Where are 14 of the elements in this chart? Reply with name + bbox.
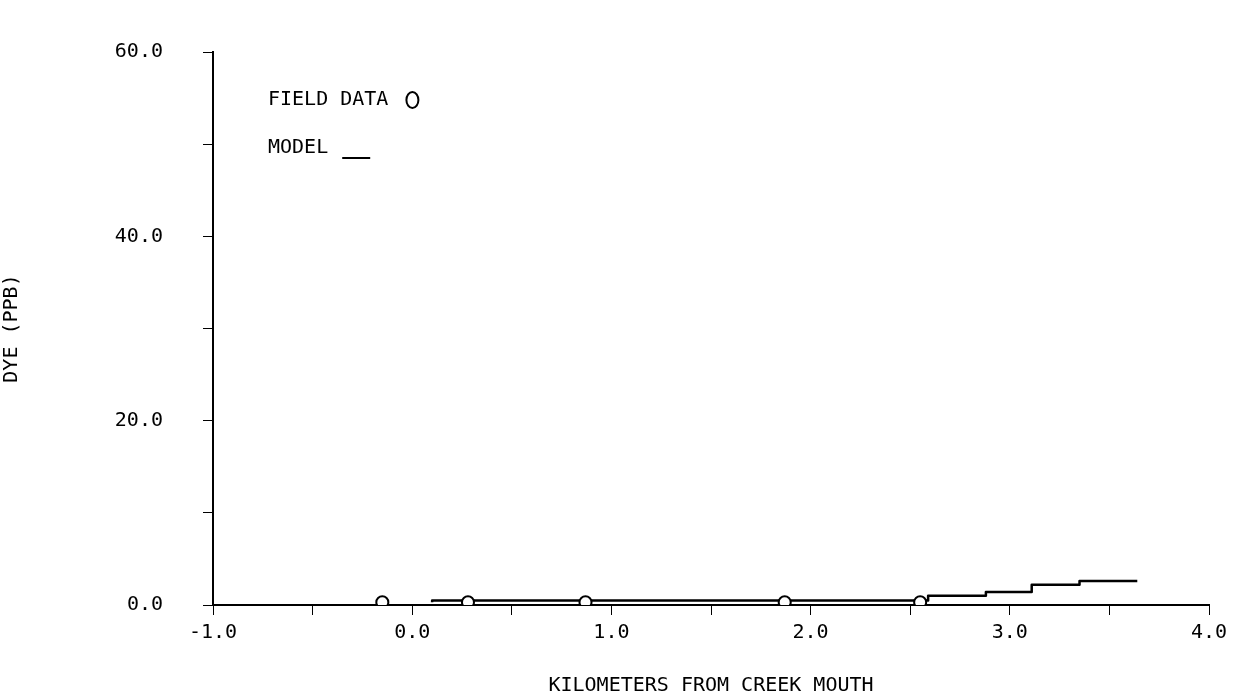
legend-label: MODEL [268,134,329,159]
legend-label: FIELD DATA [268,86,389,111]
x-tick-label: 3.0 [991,619,1028,644]
y-tick-label: 40.0 [114,222,163,247]
x-tick-label: 4.0 [1190,619,1228,644]
y-tick-label: 0.0 [126,591,163,616]
x-tick-label: 2.0 [792,619,829,644]
x-tick-label: 0.0 [394,619,431,644]
x-tick-label: 1.0 [593,619,630,644]
x-axis-title: KILOMETERS FROM CREEK MOUTH [548,672,874,697]
y-tick-label: 20.0 [114,406,163,431]
x-tick-label: -1.0 [188,619,238,644]
y-axis-title: DYE (PPB) [0,274,23,383]
y-tick-label: 60.0 [114,38,163,63]
